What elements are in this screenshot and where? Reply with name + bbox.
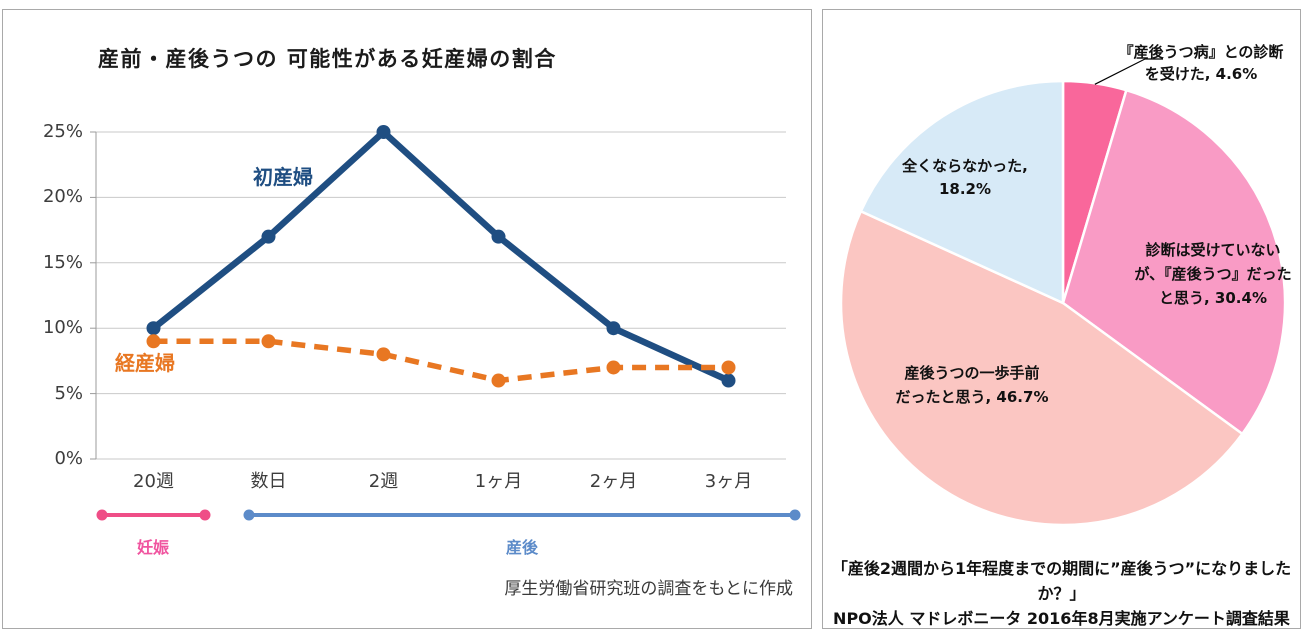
series-label-experienced-mothers: 経産婦 <box>115 351 175 375</box>
bracket-endpoint <box>199 509 211 521</box>
series-marker-0 <box>491 229 506 244</box>
series-marker-1 <box>146 334 161 349</box>
series-marker-1 <box>376 347 391 362</box>
pie-label-line: 診断は受けていない <box>1145 241 1281 259</box>
pie-label-line: を受けた, 4.6% <box>1144 65 1258 83</box>
pie-label-undiagnosed-depression: 診断は受けていない が、『産後うつ』だった と思う, 30.4% <box>1121 238 1305 310</box>
chart-title: 産前・産後うつの 可能性がある妊産婦の割合 <box>98 47 557 71</box>
pie-label-line: 『産後うつ病』との診断 <box>1118 43 1284 61</box>
series-line-0 <box>151 128 730 384</box>
series-line-1 <box>153 338 729 384</box>
pie-slice-2 <box>839 209 1244 527</box>
line-chart <box>90 125 801 521</box>
series-label-first-time-mothers: 初産婦 <box>253 165 313 189</box>
series-marker-1 <box>721 360 736 375</box>
pie-label-line: が、『産後うつ』だった <box>1134 265 1292 283</box>
pie-label-line: 産後うつの一歩手前 <box>904 364 1040 382</box>
series-marker-1 <box>606 360 621 375</box>
x-axis-label: 2週 <box>368 471 399 492</box>
y-axis-label: 10% <box>42 317 83 339</box>
pie-leader-line <box>1094 58 1163 85</box>
y-axis-label: 0% <box>54 448 83 469</box>
line-chart-panel: 産前・産後うつの 可能性がある妊産婦の割合 0% 5% 10% 15% 20% 25% 2… <box>2 9 812 629</box>
bracket-label-postpartum: 産後 <box>505 538 538 557</box>
source-note: 厚生労働省研究班の調査をもとに作成 <box>504 579 793 599</box>
survey-caption: 「産後2週間から1年程度までの期間に”産後うつ”になりましたか？」 NPO法人 … <box>827 556 1296 631</box>
series-marker-1 <box>261 334 276 349</box>
series-marker-0 <box>146 321 161 336</box>
x-axis-label: 数日 <box>250 471 287 492</box>
pie-label-diagnosed: 『産後うつ病』との診断 を受けた, 4.6% <box>1103 41 1299 85</box>
y-axis-label: 5% <box>54 382 83 404</box>
pie-label-line: 全くならなかった, <box>902 157 1028 175</box>
series-marker-0 <box>606 321 621 336</box>
series-marker-0 <box>261 229 276 244</box>
survey-caption-question: 「産後2週間から1年程度までの期間に”産後うつ”になりましたか？」 <box>831 559 1292 603</box>
survey-caption-source: NPO法人 マドレボニータ 2016年8月実施アンケート調査結果 <box>833 609 1290 628</box>
y-axis-label: 15% <box>42 251 83 273</box>
series-marker-0 <box>721 373 736 388</box>
x-axis-label: 3ヶ月 <box>704 471 753 492</box>
pie-label-line: 18.2% <box>938 180 992 198</box>
pie-slice-1 <box>1061 88 1287 436</box>
pie-label-not-at-all: 全くならなかった, 18.2% <box>871 155 1059 201</box>
pie-slice-3 <box>859 79 1065 305</box>
pie-chart-panel: 『産後うつ病』との診断 を受けた, 4.6% 診断は受けていない が、『産後うつ… <box>822 9 1301 629</box>
y-axis-label: 25% <box>42 121 83 142</box>
series-marker-1 <box>491 373 506 388</box>
y-axis-label: 20% <box>42 186 83 208</box>
pie-label-line: と思う, 30.4% <box>1159 289 1267 307</box>
x-axis-label: 1ヶ月 <box>474 471 523 492</box>
pie-label-one-step-before: 産後うつの一歩手前 だったと思う, 46.7% <box>873 361 1071 409</box>
bracket-endpoint <box>789 509 801 521</box>
pie-chart <box>839 58 1287 527</box>
series-marker-0 <box>376 125 391 139</box>
bracket-label-pregnancy: 妊娠 <box>136 538 169 557</box>
x-axis-label: 2ヶ月 <box>589 471 638 492</box>
bracket-endpoint <box>96 509 108 521</box>
x-axis-label: 20週 <box>133 471 174 492</box>
bracket-endpoint <box>243 509 255 521</box>
pie-label-line: だったと思う, 46.7% <box>895 388 1049 406</box>
